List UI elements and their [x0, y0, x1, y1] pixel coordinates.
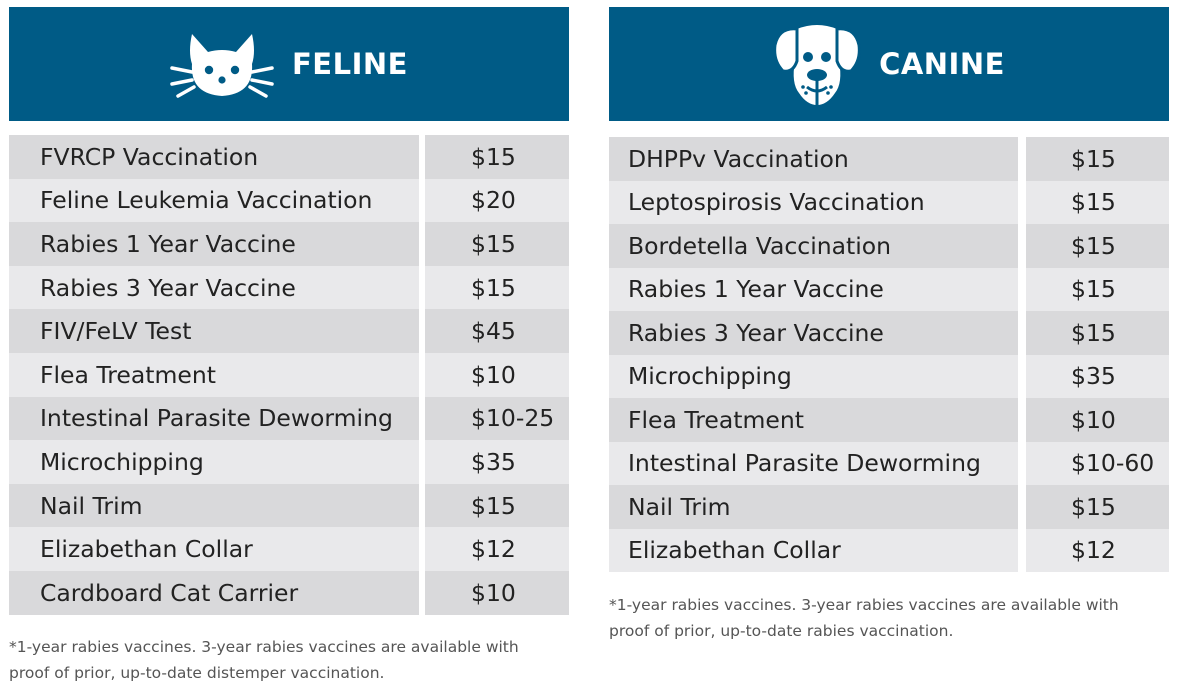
- feline-price-list: FVRCP Vaccination $15 Feline Leukemia Va…: [9, 135, 569, 615]
- service-name: Cardboard Cat Carrier: [9, 570, 419, 615]
- service-name: FVRCP Vaccination: [9, 135, 419, 179]
- service-name: Leptospirosis Vaccination: [609, 180, 1018, 224]
- table-row: FIV/FeLV Test $45: [9, 309, 569, 353]
- feline-title: FELINE: [292, 47, 408, 81]
- service-name: Rabies 3 Year Vaccine: [609, 311, 1018, 355]
- service-price: $10: [425, 570, 569, 615]
- service-name: Intestinal Parasite Deworming: [609, 441, 1018, 485]
- canine-footnote: *1-year rabies vaccines. 3-year rabies v…: [609, 592, 1169, 644]
- service-name: Flea Treatment: [609, 398, 1018, 442]
- service-name: Nail Trim: [609, 485, 1018, 529]
- service-price: $15: [425, 265, 569, 310]
- service-price: $12: [1026, 528, 1169, 572]
- service-price: $45: [425, 309, 569, 353]
- service-name: Nail Trim: [9, 483, 419, 528]
- table-row: Flea Treatment $10: [609, 398, 1169, 442]
- table-row: Flea Treatment $10: [9, 352, 569, 397]
- service-name: DHPPv Vaccination: [609, 137, 1018, 181]
- canine-price-list: DHPPv Vaccination $15 Leptospirosis Vacc…: [609, 137, 1169, 572]
- service-name: Intestinal Parasite Deworming: [9, 396, 419, 441]
- service-price: $35: [1026, 354, 1169, 398]
- table-row: Rabies 1 Year Vaccine $15: [609, 267, 1169, 311]
- footnote-line: *1-year rabies vaccines. 3-year rabies v…: [609, 596, 1119, 614]
- service-name: Feline Leukemia Vaccination: [9, 178, 419, 223]
- service-price: $10-25: [425, 396, 569, 441]
- service-name: Rabies 3 Year Vaccine: [9, 265, 419, 310]
- table-row: Microchipping $35: [609, 354, 1169, 398]
- service-price: $15: [1026, 311, 1169, 355]
- footnote-line: proof of prior, up-to-date rabies vaccin…: [609, 622, 954, 640]
- table-row: Rabies 1 Year Vaccine $15: [9, 222, 569, 266]
- service-price: $15: [1026, 267, 1169, 311]
- service-price: $35: [425, 440, 569, 484]
- service-name: Elizabethan Collar: [9, 527, 419, 571]
- canine-price-panel: CANINE DHPPv Vaccination $15 Leptospiros…: [609, 7, 1169, 640]
- service-price: $15: [425, 222, 569, 266]
- service-name: Microchipping: [9, 440, 419, 484]
- service-price: $15: [1026, 180, 1169, 224]
- service-name: Rabies 1 Year Vaccine: [9, 222, 419, 266]
- service-price: $15: [1026, 485, 1169, 529]
- table-row: Intestinal Parasite Deworming $10-25: [9, 396, 569, 441]
- service-price: $15: [425, 135, 569, 179]
- footnote-line: *1-year rabies vaccines. 3-year rabies v…: [9, 638, 519, 656]
- table-row: FVRCP Vaccination $15: [9, 135, 569, 179]
- service-price: $12: [425, 527, 569, 571]
- feline-header: FELINE: [9, 7, 569, 121]
- service-price: $10: [425, 352, 569, 397]
- table-row: Feline Leukemia Vaccination $20: [9, 178, 569, 223]
- table-row: Cardboard Cat Carrier $10: [9, 570, 569, 615]
- canine-title: CANINE: [879, 47, 1005, 81]
- table-row: DHPPv Vaccination $15: [609, 137, 1169, 181]
- table-row: Leptospirosis Vaccination $15: [609, 180, 1169, 224]
- table-row: Rabies 3 Year Vaccine $15: [9, 265, 569, 310]
- table-row: Rabies 3 Year Vaccine $15: [609, 311, 1169, 355]
- table-row: Elizabethan Collar $12: [609, 528, 1169, 572]
- service-price: $10: [1026, 398, 1169, 442]
- cat-face-icon: [170, 28, 274, 100]
- service-name: Elizabethan Collar: [609, 528, 1018, 572]
- table-row: Elizabethan Collar $12: [9, 527, 569, 571]
- service-name: Rabies 1 Year Vaccine: [609, 267, 1018, 311]
- service-price: $15: [425, 483, 569, 528]
- table-row: Nail Trim $15: [609, 485, 1169, 529]
- service-name: Microchipping: [609, 354, 1018, 398]
- dog-face-icon: [773, 21, 861, 107]
- service-price: $15: [1026, 137, 1169, 181]
- table-row: Microchipping $35: [9, 440, 569, 484]
- service-name: FIV/FeLV Test: [9, 309, 419, 353]
- feline-price-panel: FELINE FVRCP Vaccination $15 Feline Leuk…: [9, 7, 569, 682]
- table-row: Nail Trim $15: [9, 483, 569, 528]
- service-name: Flea Treatment: [9, 352, 419, 397]
- table-row: Bordetella Vaccination $15: [609, 224, 1169, 268]
- canine-header: CANINE: [609, 7, 1169, 121]
- footnote-line: proof of prior, up-to-date distemper vac…: [9, 664, 385, 682]
- service-name: Bordetella Vaccination: [609, 224, 1018, 268]
- table-row: Intestinal Parasite Deworming $10-60: [609, 441, 1169, 485]
- service-price: $15: [1026, 224, 1169, 268]
- feline-footnote: *1-year rabies vaccines. 3-year rabies v…: [9, 634, 569, 686]
- service-price: $10-60: [1026, 441, 1169, 485]
- service-price: $20: [425, 178, 569, 223]
